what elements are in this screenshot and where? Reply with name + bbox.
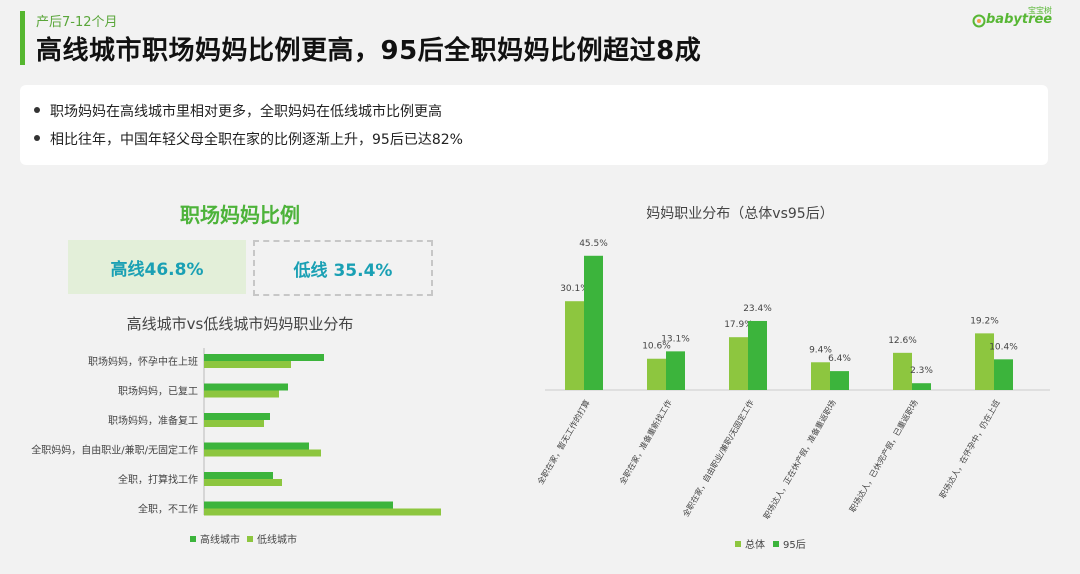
bar-overall	[647, 358, 666, 390]
bar-high-tier	[204, 354, 324, 361]
bullet-dot-icon	[34, 135, 40, 141]
data-label: 10.6%	[642, 342, 671, 352]
bullet-dot-icon	[34, 107, 40, 113]
data-label: 2.3%	[910, 366, 933, 376]
summary-bullets: 职场妈妈在高线城市里相对更多，全职妈妈在低线城市比例更高 相比往年，中国年轻父母…	[20, 85, 1048, 165]
bar-low-tier	[204, 449, 321, 457]
logo-wordmark: babytree	[986, 12, 1053, 27]
bullet-text: 相比往年，中国年轻父母全职在家的比例逐渐上升，95后已达82%	[50, 132, 463, 148]
bar-high-tier	[204, 442, 309, 450]
bar-post95	[748, 320, 767, 390]
bullet-item: 职场妈妈在高线城市里相对更多，全职妈妈在低线城市比例更高	[34, 101, 442, 121]
working-mom-ratio-title: 职场妈妈比例	[180, 203, 300, 227]
bar-overall	[975, 333, 994, 390]
data-label: 6.4%	[828, 354, 851, 364]
data-label: 17.9%	[724, 320, 753, 330]
brand-logo: babytree 宝宝树	[972, 6, 1053, 32]
bar-high-tier	[204, 501, 393, 509]
legend-label: 总体	[745, 538, 765, 551]
bar-overall	[811, 362, 830, 390]
left-chart-title: 高线城市vs低线城市妈妈职业分布	[126, 315, 354, 333]
category-label: 全职，打算找工作	[118, 473, 198, 486]
legend-label: 95后	[783, 539, 806, 551]
category-label: 职场达人，已休完产假，已重返职场	[847, 398, 920, 514]
data-label: 12.6%	[888, 336, 917, 346]
bullet-item: 相比往年，中国年轻父母全职在家的比例逐渐上升，95后已达82%	[34, 129, 463, 149]
legend-label: 高线城市	[200, 533, 240, 546]
category-label: 全职在家，暂无工作的打算	[535, 398, 592, 486]
legend-swatch	[735, 541, 741, 547]
data-label: 30.1%	[560, 284, 589, 294]
category-label: 职场达人，在怀孕中，仍在上班	[937, 398, 1002, 500]
baby-face-icon	[972, 14, 986, 28]
category-label: 全职，不工作	[138, 503, 198, 516]
city-tier-bar-chart: 职场妈妈，怀孕中在上班职场妈妈，已复工职场妈妈，准备复工全职妈妈，自由职业/兼职…	[31, 348, 441, 546]
bar-low-tier	[204, 479, 282, 486]
legend-swatch	[190, 536, 196, 542]
bar-overall	[729, 337, 748, 390]
legend-label: 低线城市	[257, 533, 297, 546]
category-label: 全职妈妈，自由职业/兼职/无固定工作	[31, 444, 198, 457]
data-label: 13.1%	[661, 334, 690, 344]
data-label: 23.4%	[743, 304, 772, 314]
legend-swatch	[773, 541, 779, 547]
title-accent-bar	[20, 11, 25, 65]
bar-post95	[830, 371, 849, 390]
bar-high-tier	[204, 413, 270, 420]
category-label: 职场妈妈，怀孕中在上班	[88, 355, 198, 368]
category-label: 全职在家，自由职业/兼职/无固定工作	[680, 398, 755, 519]
logo-small-text: 宝宝树	[1028, 6, 1052, 15]
data-label: 9.4%	[809, 345, 832, 355]
page-title: 高线城市职场妈妈比例更高，95后全职妈妈比例超过8成	[36, 36, 702, 66]
category-label: 全职在家，准备重新找工作	[617, 398, 674, 486]
bar-low-tier	[204, 361, 291, 368]
bullet-text: 职场妈妈在高线城市里相对更多，全职妈妈在低线城市比例更高	[50, 104, 442, 120]
high-tier-ratio-box: 高线46.8%	[68, 240, 246, 294]
bar-low-tier	[204, 420, 264, 427]
bar-low-tier	[204, 508, 441, 516]
bar-low-tier	[204, 390, 279, 398]
data-label: 19.2%	[970, 316, 999, 326]
bar-overall	[893, 352, 912, 390]
data-label: 10.4%	[989, 342, 1018, 352]
category-label: 职场妈妈，已复工	[118, 385, 198, 398]
category-label: 职场达人，正在休产假，准备重返职场	[761, 398, 838, 521]
right-chart-title: 妈妈职业分布（总体vs95后）	[646, 206, 834, 222]
bar-post95	[666, 351, 685, 390]
bar-high-tier	[204, 472, 273, 479]
bar-post95	[912, 383, 931, 390]
category-label: 职场妈妈，准备复工	[108, 414, 198, 427]
bar-post95	[584, 255, 603, 390]
legend-swatch	[247, 536, 253, 542]
data-label: 45.5%	[579, 239, 608, 249]
page-subtitle: 产后7-12个月	[36, 15, 118, 30]
bar-post95	[994, 359, 1013, 390]
low-tier-ratio-box: 低线 35.4%	[253, 240, 433, 296]
bar-high-tier	[204, 383, 288, 391]
bar-overall	[565, 301, 584, 390]
